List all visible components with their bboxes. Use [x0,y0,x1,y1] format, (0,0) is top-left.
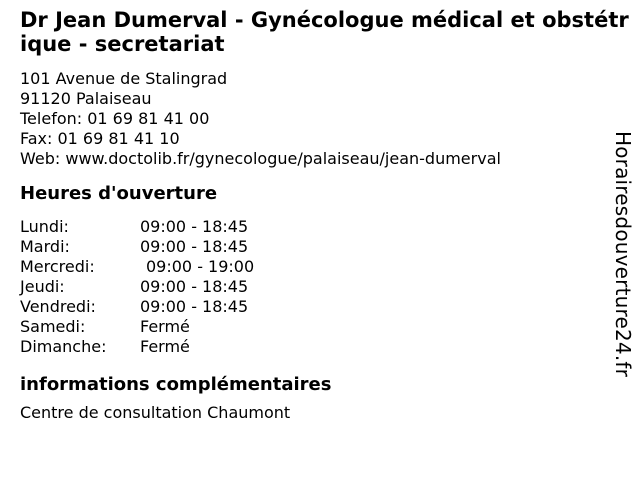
address-city: 91120 Palaiseau [20,89,152,108]
hours-time-value: Fermé [140,317,190,336]
hours-table: Lundi: 09:00 - 18:45 Mardi: 09:00 - 18:45 … [20,217,628,357]
hours-day-label: Samedi: [20,317,86,336]
website-line[interactable]: Web: www.doctolib.fr/gynecologue/palaise… [20,149,501,168]
hours-row-tuesday: Mardi: 09:00 - 18:45 [20,237,628,257]
hours-row-friday: Vendredi: 09:00 - 18:45 [20,297,628,317]
hours-day-label: Vendredi: [20,297,96,316]
hours-heading: Heures d'ouverture [20,183,218,204]
phone-line: Telefon: 01 69 81 41 00 [20,109,210,128]
hours-day-label: Jeudi: [20,277,65,296]
hours-time-value: 09:00 - 19:00 [146,257,255,276]
hours-row-wednesday: Mercredi: 09:00 - 19:00 [20,257,628,277]
extra-info-heading: informations complémentaires [20,374,332,395]
hours-time-value: 09:00 - 18:45 [140,217,249,236]
page-title: Dr Jean Dumerval - Gynécologue médical e… [20,8,629,56]
hours-time-value: Fermé [140,337,190,356]
hours-row-sunday: Dimanche: Fermé [20,337,628,357]
hours-time-value: 09:00 - 18:45 [140,297,249,316]
business-listing-page: Dr Jean Dumerval - Gynécologue médical e… [20,8,629,422]
contact-block: 101 Avenue de Stalingrad 91120 Palaiseau… [20,69,628,169]
hours-day-label: Mardi: [20,237,70,256]
site-watermark-vertical-text: Horairesdouverture24.fr [611,131,635,378]
hours-day-label: Lundi: [20,217,69,236]
hours-row-saturday: Samedi: Fermé [20,317,628,337]
hours-row-monday: Lundi: 09:00 - 18:45 [20,217,628,237]
address-street: 101 Avenue de Stalingrad [20,69,228,88]
hours-day-label: Mercredi: [20,257,95,276]
hours-time-value: 09:00 - 18:45 [140,237,249,256]
hours-day-label: Dimanche: [20,337,107,356]
fax-line: Fax: 01 69 81 41 10 [20,129,180,148]
hours-time-value: 09:00 - 18:45 [140,277,249,296]
extra-info-text: Centre de consultation Chaumont [20,403,291,422]
hours-row-thursday: Jeudi: 09:00 - 18:45 [20,277,628,297]
